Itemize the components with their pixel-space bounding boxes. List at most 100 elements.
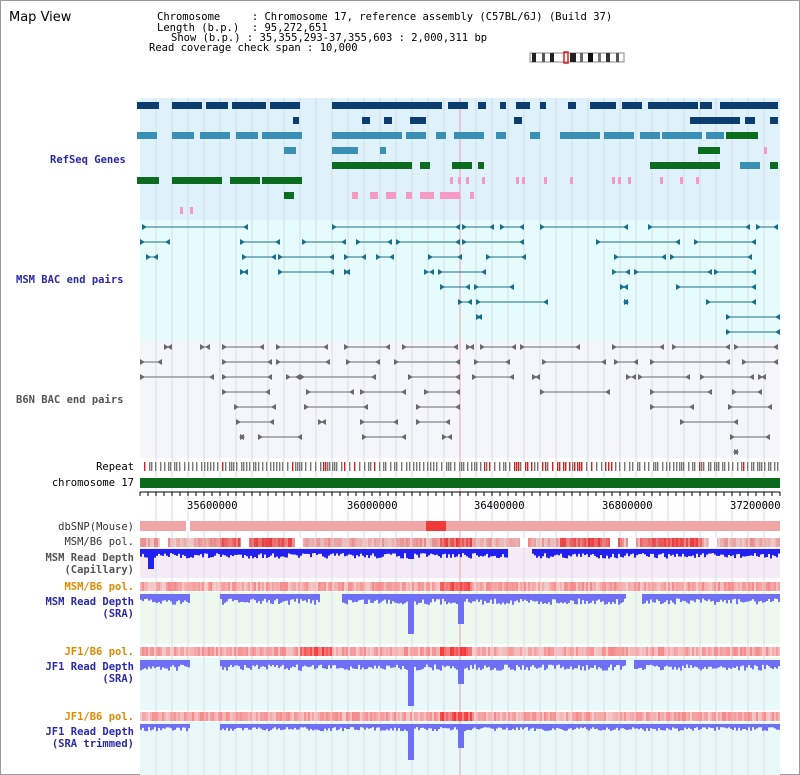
read-depth-bar xyxy=(658,724,660,729)
polymorphism-cell xyxy=(426,538,428,547)
b6n-bac-pair xyxy=(140,374,145,380)
read-depth-bar xyxy=(250,549,252,556)
read-depth-bar xyxy=(492,724,494,729)
dbsnp-cell xyxy=(656,521,658,531)
read-depth-bar xyxy=(238,660,240,667)
polymorphism-cell xyxy=(252,712,254,721)
read-depth-bar xyxy=(664,594,666,603)
polymorphism-cell xyxy=(396,538,398,547)
refseq-gene xyxy=(590,102,616,109)
repeat-mark xyxy=(509,462,511,471)
read-depth-bar xyxy=(722,724,724,728)
read-depth-bar xyxy=(492,549,494,557)
polymorphism-cell xyxy=(660,712,662,721)
dbsnp-cell xyxy=(524,521,526,531)
polymorphism-cell xyxy=(344,582,346,591)
polymorphism-cell xyxy=(362,538,364,547)
read-depth-bar xyxy=(518,724,520,730)
polymorphism-cell xyxy=(358,647,360,656)
polymorphism-cell xyxy=(362,712,364,721)
polymorphism-cell xyxy=(338,712,340,721)
polymorphism-cell xyxy=(196,647,198,656)
repeat-mark xyxy=(489,462,491,471)
read-depth-bar xyxy=(502,724,504,730)
read-depth-bar xyxy=(500,549,502,557)
repeat-mark xyxy=(149,462,151,471)
read-depth-bar xyxy=(230,660,232,665)
polymorphism-cell xyxy=(418,712,420,721)
msm-bac-pair xyxy=(481,269,486,275)
polymorphism-cell xyxy=(370,582,372,591)
b6n-bac-pair xyxy=(612,344,617,350)
read-depth-bar xyxy=(318,660,320,666)
polymorphism-cell xyxy=(166,712,168,721)
msm-bac-pair xyxy=(278,269,283,275)
refseq-gene xyxy=(696,177,699,184)
polymorphism-cell xyxy=(414,538,416,547)
repeat-mark xyxy=(207,462,209,471)
polymorphism-cell xyxy=(644,582,646,591)
read-depth-bar xyxy=(506,594,508,604)
polymorphism-cell xyxy=(270,647,272,656)
polymorphism-cell xyxy=(192,647,194,656)
read-depth-bar xyxy=(762,549,764,555)
dbsnp-cell xyxy=(598,521,600,531)
repeat-mark xyxy=(297,462,299,471)
read-depth-bar xyxy=(330,549,332,555)
polymorphism-cell xyxy=(378,582,380,591)
dbsnp-cell xyxy=(740,521,742,531)
dbsnp-cell xyxy=(776,521,778,531)
polymorphism-cell xyxy=(528,538,530,547)
dbsnp-cell xyxy=(444,521,446,531)
polymorphism-cell xyxy=(684,538,686,547)
repeat-mark xyxy=(436,462,438,471)
polymorphism-cell xyxy=(148,538,150,547)
repeat-mark xyxy=(241,462,243,471)
dbsnp-cell xyxy=(172,521,174,531)
polymorphism-cell xyxy=(216,538,218,547)
dbsnp-cell xyxy=(208,521,210,531)
msm-bac-pair xyxy=(457,254,462,260)
read-depth-bar xyxy=(374,660,376,666)
polymorphism-cell xyxy=(176,582,178,591)
msm-bac-pair xyxy=(751,284,756,290)
polymorphism-cell xyxy=(576,647,578,656)
read-depth-bar xyxy=(694,594,696,603)
msm-bac-pair xyxy=(775,329,780,335)
read-depth-bar xyxy=(686,660,688,665)
b6n-bac-pair xyxy=(167,344,172,350)
polymorphism-cell xyxy=(234,582,236,591)
read-depth-bar xyxy=(768,724,770,728)
read-depth-bar xyxy=(382,594,384,601)
read-depth-bar xyxy=(262,549,264,558)
dbsnp-cell xyxy=(608,521,610,531)
polymorphism-cell xyxy=(302,712,304,721)
repeat-mark xyxy=(320,462,322,471)
read-depth-bar xyxy=(152,549,154,569)
polymorphism-cell xyxy=(642,647,644,656)
polymorphism-cell xyxy=(766,538,768,547)
dbsnp-cell xyxy=(422,521,424,531)
polymorphism-cell xyxy=(428,538,430,547)
read-depth-bar xyxy=(756,660,758,667)
read-depth-bar xyxy=(710,724,712,728)
polymorphism-cell xyxy=(442,582,444,591)
read-depth-bar xyxy=(406,660,408,670)
dbsnp-cell xyxy=(210,521,212,531)
polymorphism-cell xyxy=(158,538,160,547)
dbsnp-cell xyxy=(546,521,548,531)
polymorphism-cell xyxy=(744,538,746,547)
read-depth-bar xyxy=(680,660,682,671)
read-depth-bar xyxy=(536,549,538,558)
polymorphism-cell xyxy=(390,712,392,721)
read-depth-bar xyxy=(322,549,324,557)
read-depth-bar xyxy=(732,549,734,556)
read-depth-bar xyxy=(616,660,618,666)
polymorphism-cell xyxy=(354,538,356,547)
read-depth-bar xyxy=(684,660,686,669)
polymorphism-cell xyxy=(604,538,606,547)
polymorphism-cell xyxy=(552,538,554,547)
repeat-mark xyxy=(716,462,718,471)
polymorphism-cell xyxy=(536,712,538,721)
